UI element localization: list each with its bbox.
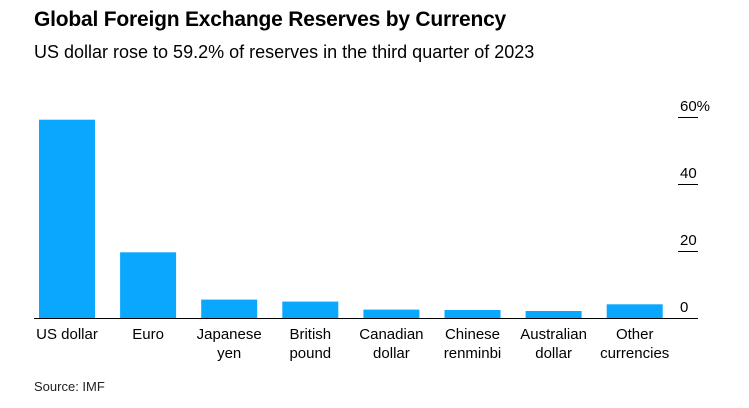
x-tick-label: Canadian dollar	[359, 326, 423, 362]
x-tick-label: US dollar	[36, 326, 98, 343]
source-note: Source: IMF	[34, 379, 105, 394]
bar-australian-dollar	[525, 311, 582, 318]
x-tick-label: Japanese yen	[197, 326, 262, 362]
bar-euro	[120, 252, 177, 318]
bar-chinese-renminbi	[444, 310, 501, 318]
y-axis: 0 20 40 60%	[678, 98, 710, 316]
x-tick-label: Australian dollar	[520, 326, 587, 362]
y-tick-label: 0	[680, 299, 688, 316]
bar-japanese-yen	[201, 299, 258, 318]
x-tick-label: Euro	[132, 326, 164, 343]
y-tick-label: 60%	[680, 98, 710, 115]
chart-subtitle: US dollar rose to 59.2% of reserves in t…	[34, 42, 535, 62]
chart-title: Global Foreign Exchange Reserves by Curr…	[34, 8, 507, 31]
bar-us-dollar	[39, 119, 95, 318]
y-tick-label: 40	[680, 165, 697, 182]
bar-british-pound	[282, 301, 339, 318]
x-axis-labels: US dollar Euro Japanese yen British pound Cana…	[36, 326, 669, 362]
bars-group	[39, 119, 663, 318]
x-tick-label: Other currencies	[600, 326, 669, 362]
x-tick-label: British pound	[289, 326, 331, 362]
bar-other-currencies	[606, 304, 663, 318]
y-tick-label: 20	[680, 232, 697, 249]
bar-canadian-dollar	[363, 309, 420, 318]
x-tick-label: Chinese renminbi	[444, 326, 502, 362]
